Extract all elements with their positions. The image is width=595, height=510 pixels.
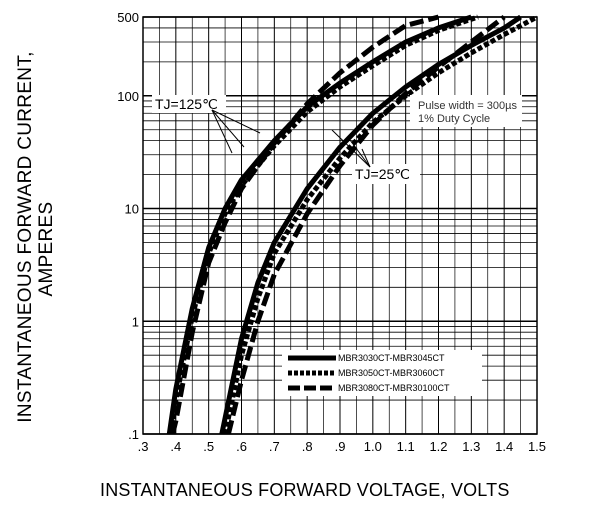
x-tick-label: 1.3 xyxy=(462,439,480,454)
x-tick-label: 1.2 xyxy=(429,439,447,454)
legend: MBR3030CT-MBR3045CT MBR3050CT-MBR3060CT … xyxy=(282,350,482,396)
x-tick-label: 1.0 xyxy=(364,439,382,454)
tj-cold-pointer-2 xyxy=(349,139,371,168)
y-tick-label: 100 xyxy=(117,89,139,104)
tj-cold-label-bg xyxy=(352,164,420,184)
x-tick-label: .6 xyxy=(236,439,247,454)
pulse-width-note: Pulse width = 300µs xyxy=(418,100,517,112)
series-line-dotted-tj25 xyxy=(222,14,539,435)
legend-label-3: MBR3080CT-MBR30100CT xyxy=(338,383,450,393)
tj-hot-pointer-2 xyxy=(211,109,245,148)
legend-label-2: MBR3050CT-MBR3060CT xyxy=(338,368,445,378)
tj-hot-pointer-3 xyxy=(211,109,233,154)
plot-frame xyxy=(142,16,538,435)
tj-hot-pointer-1 xyxy=(211,109,261,134)
tj-cold-pointer-1 xyxy=(331,129,371,168)
y-tick-label: 1 xyxy=(132,314,139,329)
duty-cycle-note: 1% Duty Cycle xyxy=(418,113,490,125)
tick-labels: .3 .4 .5 .6 .7 .8 .9 1.0 1.1 1.2 1.3 1.4 1.5 .1 1 10 100… xyxy=(117,10,546,454)
x-tick-label: 1.1 xyxy=(397,439,415,454)
x-tick-label: .5 xyxy=(203,439,214,454)
annotations: Pulse width = 300µs 1% Duty Cycle TJ=125… xyxy=(152,95,522,184)
x-tick-label: 1.4 xyxy=(495,439,513,454)
tj-25-label: TJ=25℃ xyxy=(355,166,410,182)
x-tick-label: .9 xyxy=(335,439,346,454)
annotation-bg xyxy=(410,95,522,127)
legend-label-1: MBR3030CT-MBR3045CT xyxy=(338,353,445,363)
x-tick-label: .4 xyxy=(170,439,181,454)
x-axis-label: INSTANTANEOUS FORWARD VOLTAGE, VOLTS xyxy=(100,480,510,500)
curves xyxy=(166,14,539,435)
x-tick-label: .7 xyxy=(269,439,280,454)
x-tick-label: .3 xyxy=(138,439,149,454)
tj-hot-label-bg xyxy=(152,95,226,113)
series-line-dashed-tj25 xyxy=(225,15,506,435)
series-line-solid-tj25 xyxy=(219,14,522,435)
x-tick-label: .8 xyxy=(302,439,313,454)
series-line-dashed-tj125 xyxy=(170,14,440,435)
x-tick-label: 1.5 xyxy=(528,439,546,454)
tj-cold-pointer-3 xyxy=(361,148,371,168)
y-tick-label: 500 xyxy=(117,10,139,25)
y-tick-label: .1 xyxy=(128,427,139,442)
tj-125-label: TJ=125℃ xyxy=(155,96,218,112)
y-tick-label: 10 xyxy=(125,202,139,217)
